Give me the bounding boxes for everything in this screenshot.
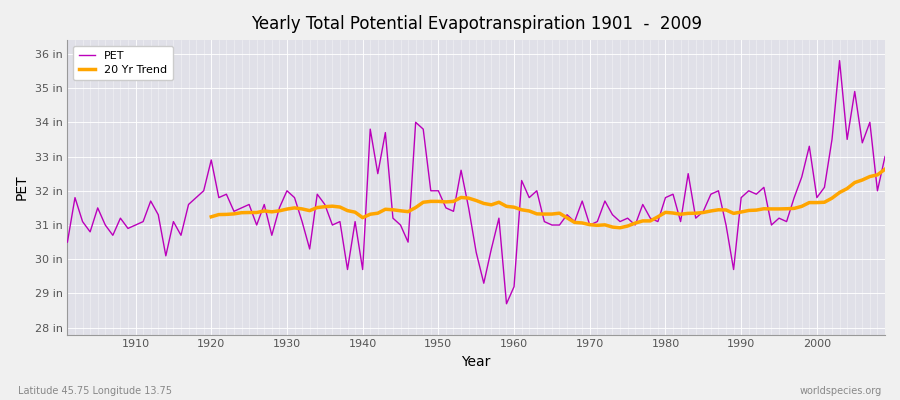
20 Yr Trend xyxy=(774,206,785,211)
PET xyxy=(335,219,346,224)
20 Yr Trend xyxy=(788,206,799,211)
PET xyxy=(834,58,845,63)
20 Yr Trend xyxy=(857,178,868,182)
Text: Latitude 45.75 Longitude 13.75: Latitude 45.75 Longitude 13.75 xyxy=(18,386,172,396)
20 Yr Trend xyxy=(206,214,217,219)
Title: Yearly Total Potential Evapotranspiration 1901  -  2009: Yearly Total Potential Evapotranspiratio… xyxy=(251,15,702,33)
PET xyxy=(62,240,73,244)
PET xyxy=(508,284,519,289)
Y-axis label: PET: PET xyxy=(15,174,29,200)
Line: PET: PET xyxy=(68,61,885,304)
Text: worldspecies.org: worldspecies.org xyxy=(800,386,882,396)
PET xyxy=(879,154,890,159)
PET xyxy=(122,226,133,231)
PET xyxy=(289,195,300,200)
PET xyxy=(517,178,527,183)
20 Yr Trend xyxy=(615,225,626,230)
20 Yr Trend xyxy=(879,167,890,172)
Legend: PET, 20 Yr Trend: PET, 20 Yr Trend xyxy=(73,46,173,80)
20 Yr Trend xyxy=(683,211,694,216)
PET xyxy=(501,301,512,306)
X-axis label: Year: Year xyxy=(462,355,490,369)
Line: 20 Yr Trend: 20 Yr Trend xyxy=(212,169,885,228)
20 Yr Trend xyxy=(410,205,421,210)
20 Yr Trend xyxy=(297,206,308,211)
PET xyxy=(608,212,618,217)
